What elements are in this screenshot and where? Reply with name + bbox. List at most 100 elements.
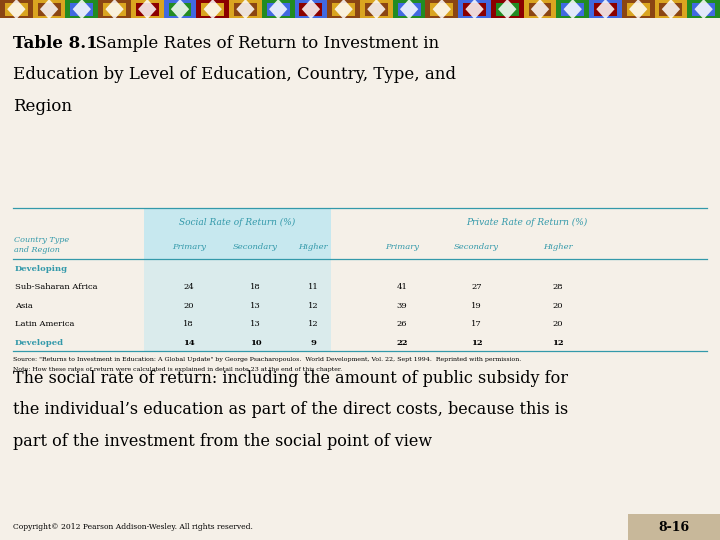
Text: 13: 13 [251,320,261,328]
Bar [458,0,491,18]
Bar [431,3,454,16]
Polygon shape [138,0,156,19]
Bar [144,236,331,259]
Text: 18: 18 [251,284,261,291]
Bar [463,3,486,16]
Text: part of the investment from the social point of view: part of the investment from the social p… [13,433,432,449]
Text: Secondary: Secondary [454,244,499,251]
Text: Social Rate of Return (%): Social Rate of Return (%) [179,218,296,226]
Polygon shape [498,0,516,19]
Text: 14: 14 [183,339,194,347]
Bar [426,0,458,18]
Bar [688,0,720,18]
Bar [234,3,257,16]
Bar [262,0,294,18]
Polygon shape [236,0,255,19]
Text: Secondary: Secondary [233,244,278,251]
Bar [496,3,518,16]
Bar [66,0,98,18]
Bar [628,514,720,540]
Bar [692,3,715,16]
Bar [144,208,331,236]
Text: 20: 20 [553,302,563,310]
Text: Primary: Primary [384,244,419,251]
Text: 22: 22 [396,339,408,347]
Text: 24: 24 [184,284,194,291]
Bar [365,3,388,16]
Text: Higher: Higher [543,244,573,251]
Text: Table 8.1: Table 8.1 [13,35,98,52]
Text: Asia: Asia [15,302,33,310]
Polygon shape [105,0,124,19]
Text: 26: 26 [397,320,407,328]
Text: Sub-Saharan Africa: Sub-Saharan Africa [15,284,98,291]
Polygon shape [465,0,484,19]
Text: 20: 20 [184,302,194,310]
Polygon shape [695,0,713,19]
Polygon shape [433,0,451,19]
Bar [557,0,589,18]
Text: 11: 11 [308,284,318,291]
Polygon shape [662,0,680,19]
Bar [168,3,192,16]
Text: the individual’s education as part of the direct costs, because this is: the individual’s education as part of th… [13,401,568,418]
Polygon shape [335,0,353,19]
Polygon shape [596,0,615,19]
Text: Latin America: Latin America [15,320,74,328]
Text: Developing: Developing [15,265,68,273]
Polygon shape [629,0,647,19]
Bar [360,0,392,18]
Bar [594,3,617,16]
Bar [328,0,360,18]
Polygon shape [40,0,58,19]
Polygon shape [302,0,320,19]
Bar [144,208,331,351]
Bar [589,0,622,18]
Text: Primary: Primary [171,244,206,251]
Text: Country Type
and Region: Country Type and Region [14,236,70,254]
Text: Region: Region [13,98,72,114]
Text: 8-16: 8-16 [658,521,690,534]
Polygon shape [7,0,25,19]
Text: 10: 10 [250,339,261,347]
Bar [266,3,289,16]
Text: 18: 18 [184,320,194,328]
Bar [622,0,654,18]
Bar [397,3,420,16]
Text: Copyright© 2012 Pearson Addison-Wesley. All rights reserved.: Copyright© 2012 Pearson Addison-Wesley. … [13,523,253,531]
Bar [98,0,131,18]
Bar [392,0,426,18]
Bar [197,0,229,18]
Text: 20: 20 [553,320,563,328]
Polygon shape [564,0,582,19]
Polygon shape [400,0,418,19]
Text: 12: 12 [471,339,482,347]
Bar [202,3,224,16]
Text: 12: 12 [552,339,564,347]
Text: 17: 17 [472,320,482,328]
Bar [136,3,158,16]
Bar [131,0,163,18]
Bar [103,3,126,16]
Polygon shape [531,0,549,19]
Bar [32,0,66,18]
Bar [229,0,262,18]
Text: Sample Rates of Return to Investment in: Sample Rates of Return to Investment in [85,35,439,52]
Text: 28: 28 [553,284,563,291]
Bar [562,3,584,16]
Text: Developed: Developed [15,339,64,347]
Text: The social rate of return: including the amount of public subsidy for: The social rate of return: including the… [13,370,568,387]
Bar [37,3,60,16]
Bar [654,0,688,18]
Text: 27: 27 [472,284,482,291]
Text: 19: 19 [472,302,482,310]
Bar [332,3,355,16]
Text: Private Rate of Return (%): Private Rate of Return (%) [467,218,588,226]
Bar [626,3,649,16]
Polygon shape [367,0,385,19]
Text: 13: 13 [251,302,261,310]
Polygon shape [204,0,222,19]
Bar [71,3,94,16]
Text: Source: "Returns to Investment in Education: A Global Update" by George Psacharo: Source: "Returns to Investment in Educat… [13,357,521,362]
Text: 9: 9 [310,339,316,347]
